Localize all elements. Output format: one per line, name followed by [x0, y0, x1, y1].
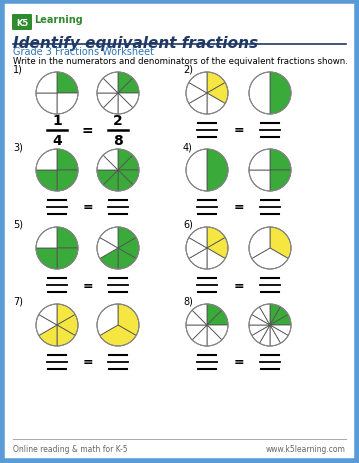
Text: 4: 4 [52, 134, 62, 148]
Wedge shape [118, 156, 139, 171]
Wedge shape [207, 304, 222, 325]
Wedge shape [57, 325, 75, 346]
Wedge shape [57, 227, 78, 249]
Wedge shape [118, 249, 136, 269]
Wedge shape [57, 171, 78, 192]
Wedge shape [97, 171, 118, 186]
Wedge shape [270, 325, 291, 336]
Wedge shape [207, 83, 228, 104]
Wedge shape [118, 227, 136, 249]
Text: 8): 8) [183, 296, 193, 307]
Wedge shape [270, 325, 288, 344]
Wedge shape [186, 325, 207, 340]
Wedge shape [207, 150, 228, 192]
Wedge shape [57, 249, 78, 269]
Wedge shape [103, 73, 118, 94]
Wedge shape [249, 171, 270, 192]
Text: 2: 2 [113, 114, 123, 128]
Wedge shape [97, 156, 118, 171]
Wedge shape [36, 315, 57, 336]
Wedge shape [39, 325, 57, 346]
Wedge shape [97, 238, 118, 259]
Wedge shape [207, 311, 228, 325]
Wedge shape [189, 73, 207, 94]
Wedge shape [192, 304, 207, 325]
Wedge shape [207, 94, 225, 115]
Text: 8: 8 [113, 134, 123, 148]
Text: K5: K5 [16, 19, 28, 27]
Wedge shape [207, 249, 225, 269]
Wedge shape [57, 73, 78, 94]
Wedge shape [270, 304, 280, 325]
Wedge shape [207, 238, 228, 259]
Wedge shape [36, 227, 57, 249]
Text: Learning: Learning [34, 15, 83, 25]
Wedge shape [97, 79, 118, 94]
Text: =: = [233, 356, 244, 369]
Wedge shape [118, 171, 133, 192]
Wedge shape [249, 315, 270, 325]
Wedge shape [57, 150, 78, 171]
Text: Online reading & math for K-5: Online reading & math for K-5 [13, 444, 128, 453]
Wedge shape [270, 307, 288, 325]
Wedge shape [207, 325, 228, 340]
Wedge shape [57, 94, 78, 115]
Text: =: = [82, 201, 93, 214]
Wedge shape [97, 94, 118, 109]
Wedge shape [270, 315, 291, 325]
Wedge shape [100, 249, 118, 269]
Wedge shape [100, 227, 118, 249]
Text: =: = [82, 124, 93, 138]
Text: 6): 6) [183, 219, 193, 230]
Wedge shape [270, 73, 291, 115]
FancyBboxPatch shape [12, 15, 32, 31]
Wedge shape [118, 79, 139, 94]
Wedge shape [186, 83, 207, 104]
Text: 3): 3) [13, 142, 23, 152]
Wedge shape [118, 304, 139, 336]
Wedge shape [270, 150, 291, 171]
Wedge shape [118, 171, 139, 186]
Wedge shape [36, 94, 57, 115]
Wedge shape [103, 94, 118, 115]
Wedge shape [57, 304, 75, 325]
Wedge shape [36, 150, 57, 171]
Wedge shape [249, 150, 270, 171]
Wedge shape [249, 227, 270, 259]
Wedge shape [260, 325, 270, 346]
Wedge shape [118, 238, 139, 259]
Wedge shape [249, 73, 270, 115]
Wedge shape [249, 325, 270, 336]
Text: Grade 3 Fractions Worksheet: Grade 3 Fractions Worksheet [13, 47, 154, 57]
Wedge shape [270, 325, 280, 346]
Wedge shape [97, 304, 118, 336]
Wedge shape [57, 315, 78, 336]
Wedge shape [252, 325, 270, 344]
Text: =: = [82, 279, 93, 292]
Wedge shape [36, 249, 57, 269]
Text: =: = [233, 124, 244, 137]
Text: =: = [233, 201, 244, 214]
Wedge shape [207, 325, 222, 346]
Wedge shape [118, 94, 133, 115]
Wedge shape [189, 227, 207, 249]
Wedge shape [270, 171, 291, 192]
Wedge shape [103, 150, 118, 171]
Wedge shape [192, 325, 207, 346]
Wedge shape [186, 150, 207, 192]
Wedge shape [252, 307, 270, 325]
Wedge shape [270, 227, 291, 259]
Text: 4): 4) [183, 142, 193, 152]
Text: Write in the numerators and denominators of the equivalent fractions shown.: Write in the numerators and denominators… [13, 57, 348, 66]
Wedge shape [260, 304, 270, 325]
Wedge shape [36, 73, 57, 94]
Wedge shape [207, 73, 225, 94]
Wedge shape [189, 249, 207, 269]
Wedge shape [118, 73, 133, 94]
Wedge shape [186, 311, 207, 325]
Wedge shape [103, 171, 118, 192]
Text: 5): 5) [13, 219, 23, 230]
Wedge shape [186, 238, 207, 259]
Wedge shape [39, 304, 57, 325]
